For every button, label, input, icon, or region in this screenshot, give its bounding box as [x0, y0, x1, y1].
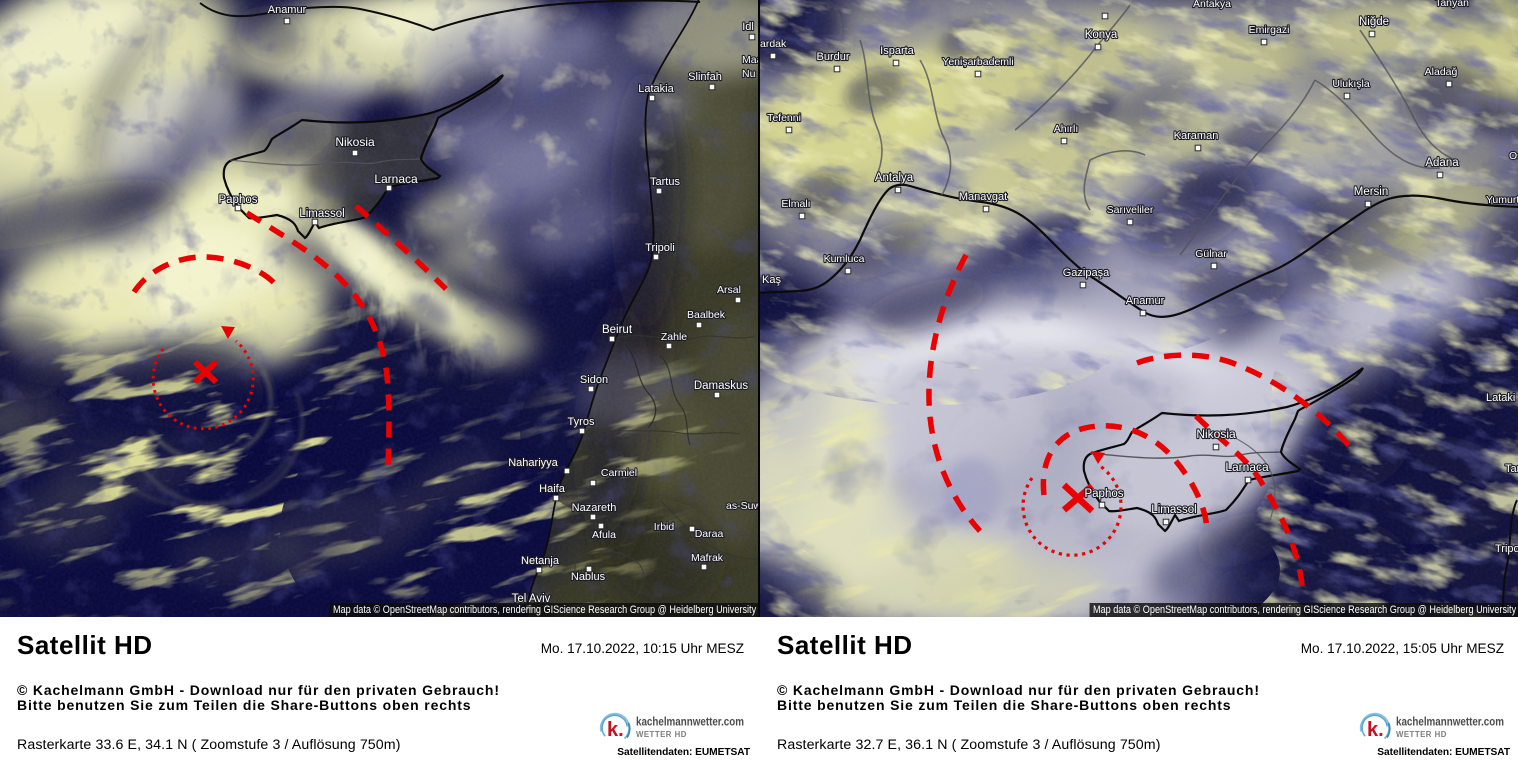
svg-text:Antalya: Antalya: [875, 172, 914, 184]
svg-text:Yumurt: Yumurt: [1486, 194, 1518, 206]
svg-text:Nazareth: Nazareth: [572, 502, 617, 514]
svg-text:Limassol: Limassol: [1151, 504, 1196, 516]
svg-text:Idl: Idl: [742, 21, 754, 33]
svg-text:Nu: Nu: [742, 68, 756, 80]
svg-text:Kumluca: Kumluca: [824, 253, 865, 265]
svg-text:Anamur: Anamur: [1126, 295, 1165, 307]
svg-text:Irbid: Irbid: [654, 521, 675, 533]
svg-text:Adana: Adana: [1425, 157, 1459, 169]
svg-text:k.: k.: [607, 719, 624, 741]
svg-text:Manavgat: Manavgat: [959, 191, 1007, 203]
svg-text:Tyros: Tyros: [568, 416, 595, 428]
svg-text:Mersin: Mersin: [1354, 186, 1389, 198]
svg-text:Tel Aviv: Tel Aviv: [512, 593, 551, 605]
svg-text:Carmiel: Carmiel: [601, 467, 637, 479]
svg-text:Tartus: Tartus: [650, 176, 680, 188]
svg-text:Antakya: Antakya: [1193, 0, 1231, 10]
svg-text:Arsal: Arsal: [717, 284, 741, 296]
svg-text:Tripo: Tripo: [1495, 543, 1518, 555]
svg-text:Elmalı: Elmalı: [781, 198, 810, 210]
svg-text:Tar: Tar: [1505, 463, 1518, 475]
svg-text:ardak: ardak: [760, 38, 787, 50]
svg-text:Gülnar: Gülnar: [1195, 248, 1227, 260]
svg-text:Baalbek: Baalbek: [687, 309, 726, 321]
svg-text:Paphos: Paphos: [218, 194, 257, 206]
svg-text:Os: Os: [1509, 150, 1518, 162]
svg-text:Afula: Afula: [592, 529, 616, 541]
svg-text:Daraa: Daraa: [695, 528, 724, 540]
svg-text:WETTER HD: WETTER HD: [636, 730, 687, 739]
svg-text:k.: k.: [1367, 719, 1384, 741]
svg-text:Konya: Konya: [1085, 29, 1118, 41]
svg-text:kachelmannwetter.com: kachelmannwetter.com: [1396, 717, 1504, 729]
svg-text:Niğde: Niğde: [1359, 16, 1389, 28]
svg-text:Ahırlı: Ahırlı: [1054, 123, 1079, 135]
svg-text:Lataki: Lataki: [1486, 392, 1515, 404]
svg-text:Sidon: Sidon: [580, 374, 608, 386]
svg-text:Nablus: Nablus: [571, 571, 606, 583]
svg-text:Latakia: Latakia: [638, 83, 674, 95]
svg-text:Larnaca: Larnaca: [374, 172, 418, 186]
svg-text:kachelmannwetter.com: kachelmannwetter.com: [636, 717, 744, 729]
svg-text:Maara: Maara: [742, 54, 758, 66]
svg-text:WETTER HD: WETTER HD: [1396, 730, 1447, 739]
svg-text:Nikosia: Nikosia: [1196, 427, 1236, 441]
svg-text:Aladağ: Aladağ: [1425, 66, 1458, 78]
svg-text:Yenişarbademli: Yenişarbademli: [942, 56, 1013, 68]
svg-text:Larnaca: Larnaca: [1225, 460, 1269, 474]
svg-text:Tefenni: Tefenni: [767, 112, 801, 124]
svg-text:Tripoli: Tripoli: [645, 242, 675, 254]
svg-text:as-Suw: as-Suw: [726, 500, 758, 512]
svg-text:Haifa: Haifa: [539, 483, 566, 495]
svg-text:Zahle: Zahle: [661, 331, 687, 343]
svg-text:Ulukışla: Ulukışla: [1332, 78, 1370, 90]
svg-text:Damaskus: Damaskus: [694, 380, 749, 392]
svg-text:Netanja: Netanja: [521, 555, 560, 567]
svg-text:Tanyan: Tanyan: [1435, 0, 1469, 9]
svg-text:Mafrak: Mafrak: [691, 552, 724, 564]
svg-text:Beirut: Beirut: [602, 324, 633, 336]
svg-text:Paphos: Paphos: [1084, 488, 1123, 500]
svg-text:Slinfah: Slinfah: [688, 71, 722, 83]
svg-text:Emirgazi: Emirgazi: [1249, 24, 1290, 36]
svg-text:Limassol: Limassol: [299, 208, 344, 220]
svg-text:Isparta: Isparta: [880, 45, 915, 57]
svg-text:Anamur: Anamur: [268, 4, 307, 16]
svg-text:Sarıveliler: Sarıveliler: [1107, 204, 1154, 216]
svg-text:Nikosia: Nikosia: [335, 135, 375, 149]
svg-text:Nahariyya: Nahariyya: [508, 457, 558, 469]
svg-text:Burdur: Burdur: [816, 51, 849, 63]
svg-text:Gazipaşa: Gazipaşa: [1063, 267, 1110, 279]
svg-text:Kaş: Kaş: [762, 274, 781, 286]
svg-text:Karaman: Karaman: [1174, 130, 1219, 142]
